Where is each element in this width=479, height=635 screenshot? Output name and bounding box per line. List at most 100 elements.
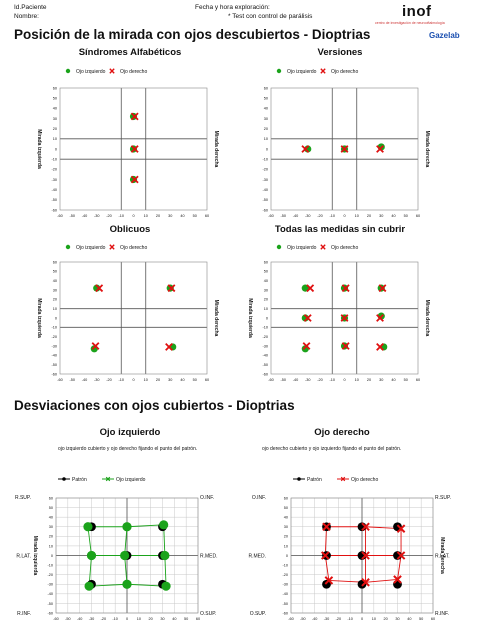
cross-stroke (320, 68, 326, 74)
legend-label: Ojo derecho (120, 69, 147, 75)
y-tick-label: -10 (52, 158, 58, 162)
x-tick-label: 0 (132, 378, 134, 382)
y-tick-label: 60 (53, 86, 57, 90)
y-tick-label: 20 (284, 535, 288, 539)
x-tick-label: -40 (77, 617, 83, 621)
legend-label: Ojo izquierdo (287, 69, 317, 75)
y-tick-label: 0 (51, 554, 53, 558)
cross-marker (306, 284, 315, 293)
y-tick-label: -40 (263, 188, 269, 192)
cross-marker (396, 551, 406, 560)
cross-marker (340, 476, 346, 482)
x-tick-label: 0 (132, 214, 134, 218)
y-tick-label: -50 (263, 363, 269, 367)
legend-label: Ojo derecho (331, 245, 358, 251)
y-tick-label: -30 (263, 178, 269, 182)
x-tick-label: -10 (112, 617, 118, 621)
y-tick-label: 60 (49, 496, 53, 500)
cross-marker (321, 551, 330, 560)
patient-id-label: Id.Paciente (14, 4, 47, 11)
y-tick-label: 40 (53, 107, 57, 111)
cross-marker (91, 342, 100, 350)
cross-marker (95, 284, 104, 293)
cross-marker (165, 342, 173, 351)
legend-dot-icon (297, 477, 301, 481)
x-tick-label: -20 (106, 214, 112, 218)
eye-grid-line (87, 526, 92, 556)
cross-marker (322, 522, 331, 532)
legend-label: Ojo derecho (331, 69, 358, 75)
y-tick-label: 20 (264, 298, 268, 302)
y-tick-label: -40 (48, 592, 54, 596)
cross-marker (361, 578, 370, 587)
cross-marker (378, 284, 387, 293)
eye-grid-line (126, 524, 164, 528)
eye-grid-line (324, 526, 327, 556)
chart-title: Ojo izquierdo (99, 427, 161, 438)
plot-frame (59, 87, 208, 211)
eye-point (84, 581, 94, 591)
eye-point (161, 581, 171, 591)
cross-stroke (130, 112, 139, 121)
y-tick-label: 20 (264, 127, 268, 131)
cross-marker (324, 576, 334, 585)
cross-stroke (321, 551, 330, 560)
y-tick-label: 10 (49, 544, 53, 548)
legend-label: Ojo izquierdo (287, 245, 317, 251)
x-tick-label: -40 (312, 617, 318, 621)
y-tick-label: -60 (48, 611, 54, 615)
y-tick-label: 30 (264, 288, 268, 292)
cross-marker (341, 284, 350, 293)
cross-marker (376, 342, 384, 351)
y-tick-label: -50 (263, 198, 269, 202)
corner-label: O.INF. (200, 495, 214, 501)
y-tick-label: 50 (284, 506, 288, 510)
x-tick-label: -60 (268, 214, 274, 218)
x-tick-label: 0 (343, 378, 345, 382)
x-tick-label: 20 (384, 617, 388, 621)
x-tick-label: 10 (355, 214, 359, 218)
y-tick-label: -60 (52, 208, 58, 212)
legend-dot-icon (65, 68, 71, 74)
cross-marker (302, 342, 311, 350)
x-tick-label: -30 (305, 214, 311, 218)
y-tick-label: 10 (53, 307, 57, 311)
x-tick-label: -60 (57, 378, 63, 382)
x-tick-label: 60 (416, 378, 420, 382)
plot-frame (290, 497, 434, 614)
y-tick-label: 30 (284, 525, 288, 529)
eye-point (160, 550, 170, 561)
x-tick-label: 0 (126, 617, 128, 621)
x-tick-label: -20 (317, 214, 323, 218)
x-tick-label: 0 (343, 214, 345, 218)
y-tick-label: -30 (48, 583, 54, 587)
cross-stroke (393, 575, 402, 584)
x-tick-label: 10 (144, 214, 148, 218)
cross-stroke (109, 68, 115, 74)
x-tick-label: -50 (281, 214, 287, 218)
y-tick-label: 50 (53, 97, 57, 101)
x-tick-label: 40 (172, 617, 176, 621)
y-tick-label: 0 (266, 316, 268, 320)
y-tick-label: -50 (52, 363, 58, 367)
y-tick-label: 40 (264, 107, 268, 111)
y-tick-label: -50 (52, 198, 58, 202)
cross-stroke (167, 284, 176, 293)
y-tick-label: -30 (263, 344, 269, 348)
plot-frame (270, 261, 419, 375)
x-tick-label: -60 (288, 617, 294, 621)
cross-stroke (324, 576, 334, 585)
y-tick-label: -20 (48, 573, 54, 577)
x-tick-label: -10 (330, 214, 336, 218)
x-tick-label: -30 (94, 214, 100, 218)
y-tick-label: -60 (283, 611, 289, 615)
y-tick-label: -30 (283, 583, 289, 587)
plot-frame (59, 261, 208, 375)
chart-title: Versiones (317, 47, 363, 58)
cross-stroke (303, 314, 312, 322)
eye-grid-line (124, 555, 128, 585)
cross-stroke (396, 524, 406, 533)
cover-note: ojo derecho cubierto y ojo izquierdo fij… (262, 446, 402, 452)
x-tick-label: 40 (407, 617, 411, 621)
corner-label: O.SUP. (200, 611, 216, 617)
